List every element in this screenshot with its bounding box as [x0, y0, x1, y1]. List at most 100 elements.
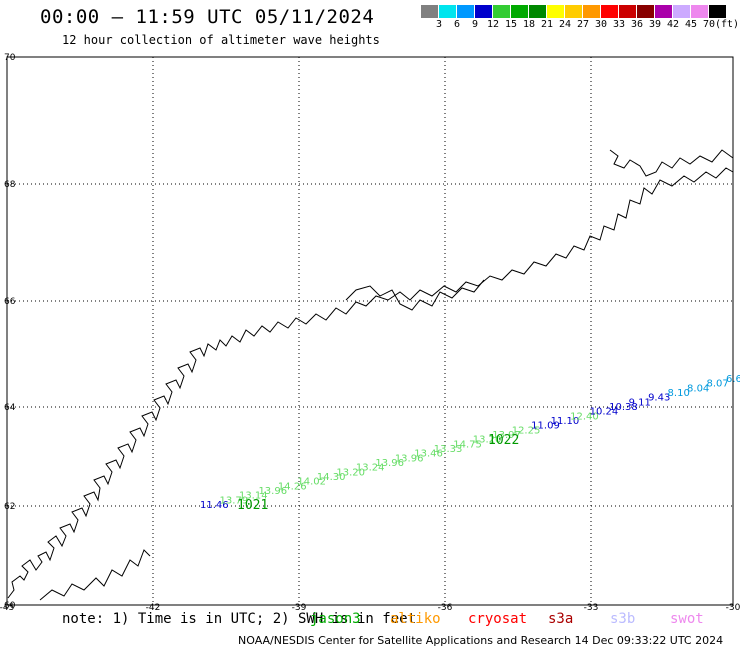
track-value-label: 10.24 [590, 407, 619, 418]
lon-tick-label: -45 [0, 603, 14, 613]
colorbar-swatch [493, 5, 511, 18]
lat-tick-label: 64 [4, 403, 16, 413]
track-value-label: 13.20 [473, 435, 502, 446]
colorbar-label: 45 [684, 19, 698, 30]
colorbar-labels: 3 6 9 12 15 18 21 24 27 30 33 36 39 42 45 70 (ft) [421, 18, 739, 32]
colorbar-swatch [511, 5, 529, 18]
coastline-fjords-mid [345, 279, 485, 311]
colorbar-label: 3 [435, 19, 443, 30]
lat-tick-label: 66 [4, 297, 16, 307]
map-title: 00:00 – 11:59 UTC 05/11/2024 [40, 6, 375, 28]
colorbar-swatch [565, 5, 583, 18]
jason3-track: 11.4613.7913.1413.9614.2614.0214.3013.20… [200, 374, 740, 511]
coastline-fjords-south [39, 549, 151, 601]
lon-tick-label: -42 [146, 603, 161, 613]
colorbar-swatch [475, 5, 493, 18]
track-value-label: 13.96 [258, 486, 287, 497]
colorbar-label: 36 [630, 19, 644, 30]
colorbar-swatch [709, 5, 727, 18]
colorbar-label: 33 [612, 19, 626, 30]
track-value-label: 13.96 [375, 458, 404, 469]
lon-tick-label: -36 [438, 603, 453, 613]
legend-altiko: altiko [390, 611, 441, 627]
track-value-label: 11.10 [551, 416, 580, 427]
track-value-label: 8.07 [707, 379, 729, 390]
colorbar-swatch [655, 5, 673, 18]
colorbar-label: (ft) [714, 19, 740, 30]
colorbar-swatch [619, 5, 637, 18]
legend-s3b: s3b [610, 611, 636, 627]
colorbar-label: 15 [504, 19, 518, 30]
lat-tick-label: 62 [4, 502, 15, 512]
track-value-label: 13.14 [239, 491, 268, 502]
colorbar-label: 70 [702, 19, 716, 30]
colorbar-label: 9 [471, 19, 479, 30]
colorbar-swatch [547, 5, 565, 18]
track-value-label: 13.24 [356, 463, 385, 474]
map-gridlines [7, 57, 733, 605]
wave-height-colorbar: 3 6 9 12 15 18 21 24 27 30 33 36 39 42 45 70 (ft) [421, 5, 739, 32]
track-value-label: 11.46 [200, 500, 229, 511]
lon-tick-label: -33 [584, 603, 599, 613]
colorbar-swatch [673, 5, 691, 18]
track-value-label: 8.10 [668, 388, 690, 399]
pressure-label-1022: 1022 [488, 433, 519, 448]
colorbar-swatch [637, 5, 655, 18]
track-value-label: 10.38 [609, 402, 638, 413]
track-value-label: 14.26 [278, 481, 307, 492]
colorbar-label: 30 [594, 19, 608, 30]
legend-jason3: jason3 [310, 611, 361, 627]
lon-tick-label: -30 [726, 603, 740, 613]
colorbar-label: 39 [648, 19, 662, 30]
legend-swot: swot [670, 611, 704, 627]
track-value-label: 11.09 [531, 421, 560, 432]
colorbar-label: 6 [453, 19, 461, 30]
track-value-label: 9.11 [629, 397, 651, 408]
colorbar-swatch [529, 5, 547, 18]
track-value-label: 14.30 [317, 472, 346, 483]
track-value-label: 13.97 [492, 430, 521, 441]
map-frame [6, 56, 734, 606]
colorbar-label: 12 [486, 19, 500, 30]
coastline-fjords-north [609, 149, 734, 177]
lat-tick-label: 68 [4, 180, 16, 190]
track-value-label: 12.40 [570, 411, 599, 422]
lat-tick-label: 60 [4, 601, 16, 611]
colorbar-label: 24 [558, 19, 572, 30]
colorbar-label: 21 [540, 19, 554, 30]
track-value-label: 14.75 [453, 439, 482, 450]
lat-tick-label: 70 [4, 53, 16, 63]
credits-line: NOAA/NESDIS Center for Satellite Applica… [238, 634, 724, 647]
coastline-east-greenland [7, 167, 734, 599]
colorbar-swatch [439, 5, 457, 18]
legend-cryosat: cryosat [468, 611, 528, 627]
colorbar-swatch [601, 5, 619, 18]
footer-note: note: 1) Time is in UTC; 2) SWH is in fe… [62, 611, 417, 627]
colorbar-label: 18 [522, 19, 536, 30]
axis-labels: -45 -42 -39 -36 -33 -30 70 68 66 64 62 60 [0, 53, 740, 613]
track-value-label: 14.02 [297, 477, 326, 488]
colorbar-swatch [691, 5, 709, 18]
greenland-coastline [7, 149, 734, 601]
colorbar-swatch [583, 5, 601, 18]
colorbar-label: 27 [576, 19, 590, 30]
track-value-label: 8.04 [687, 383, 709, 394]
track-value-label: 13.33 [434, 444, 463, 455]
track-value-label: 13.96 [395, 453, 424, 464]
track-value-label: 12.25 [512, 425, 541, 436]
track-value-label: 13.46 [414, 449, 443, 460]
legend-s3a: s3a [548, 611, 574, 627]
lon-tick-label: -39 [292, 603, 307, 613]
colorbar-swatch [457, 5, 475, 18]
colorbar-swatches [421, 5, 727, 18]
pressure-labels: 1021 1022 [237, 433, 519, 513]
colorbar-label: 42 [666, 19, 680, 30]
colorbar-swatch [421, 5, 439, 18]
pressure-label-1021: 1021 [237, 498, 268, 513]
track-value-label: 13.79 [219, 495, 248, 506]
track-value-label: 13.20 [336, 467, 365, 478]
track-value-label: 6.6 [726, 374, 740, 385]
track-value-label: 9.43 [648, 393, 670, 404]
map-subtitle: 12 hour collection of altimeter wave hei… [62, 33, 380, 47]
